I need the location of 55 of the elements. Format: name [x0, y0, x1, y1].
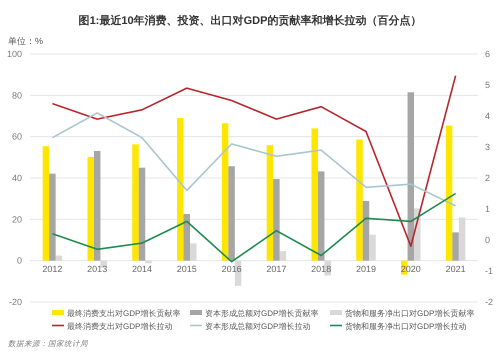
y2-tick-label: 0 — [485, 235, 490, 245]
legend-label: 资本形成总额对GDP增长贡献率 — [205, 309, 318, 318]
bar — [132, 144, 139, 261]
y-tick-label: 100 — [6, 49, 22, 59]
legend-label: 最终消费支出对GDP增长贡献率 — [67, 309, 180, 318]
y2-tick-label: -2 — [485, 297, 494, 307]
bar — [311, 128, 318, 261]
y2-tick-label: 5 — [485, 80, 490, 90]
line-series — [52, 74, 456, 247]
x-tick-label: 2018 — [311, 264, 332, 274]
bar — [138, 168, 146, 261]
bar — [362, 200, 370, 261]
y-tick-label: 40 — [12, 173, 22, 183]
x-tick-label: 2017 — [266, 264, 286, 274]
bar — [222, 123, 228, 261]
bar — [49, 174, 56, 261]
line-series — [52, 192, 456, 262]
bar — [446, 126, 452, 261]
bar — [273, 179, 280, 261]
y-tick-label: 0 — [16, 256, 22, 266]
y2-tick-label: 6 — [485, 49, 490, 59]
bar — [266, 145, 274, 261]
x-tick-label: 2019 — [356, 264, 376, 274]
bar — [452, 232, 459, 261]
y2-tick-label: 3 — [485, 142, 490, 152]
bar — [94, 150, 100, 261]
x-tick-label: 2013 — [87, 264, 108, 274]
bar — [356, 140, 363, 261]
y2-tick-label: 2 — [485, 173, 490, 183]
y2-tick-label: -1 — [485, 266, 494, 276]
legend-label: 最终消费支出对GDP增长拉动 — [67, 322, 172, 331]
legend-label: 货物和服务净出口对GDP增长拉动 — [345, 322, 466, 331]
bar — [177, 118, 184, 261]
y-tick-label: -20 — [8, 297, 22, 307]
bar — [184, 214, 190, 261]
y-tick-label: 20 — [12, 214, 22, 224]
y-tick-label: 60 — [12, 132, 22, 142]
x-tick-label: 2016 — [222, 264, 242, 274]
chart-title: 图1:最近10年消费、投资、出口对GDP的贡献率和增长拉动（百分点） — [78, 14, 422, 27]
legend-label: 资本形成总额对GDP增长拉动 — [205, 322, 310, 331]
x-tick-label: 2012 — [42, 264, 62, 274]
y-axis-title: 单位：% — [8, 36, 44, 46]
y2-tick-label: 1 — [485, 204, 490, 214]
line-series — [52, 112, 456, 207]
y2-tick-label: 4 — [485, 111, 490, 121]
bar — [87, 156, 94, 261]
x-tick-label: 2021 — [446, 264, 466, 274]
x-tick-label: 2014 — [132, 264, 152, 274]
x-tick-label: 2015 — [176, 264, 197, 274]
bar — [318, 171, 324, 261]
bar — [408, 92, 414, 261]
y-tick-label: 80 — [12, 90, 22, 100]
bar — [228, 166, 235, 261]
bar — [42, 146, 50, 261]
legend-label: 货物和服务净出口对GDP增长贡献率 — [345, 309, 474, 318]
